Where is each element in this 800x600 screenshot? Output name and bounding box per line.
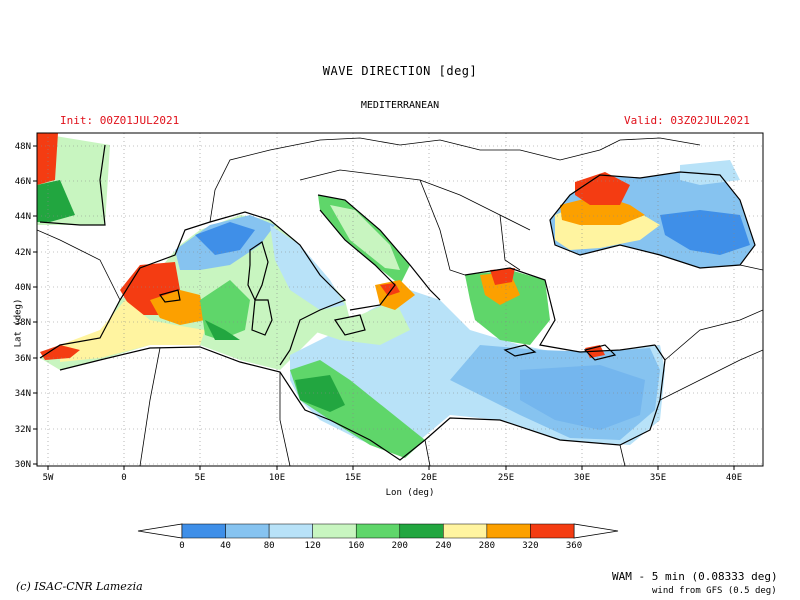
alboran-yellow [60,300,205,362]
colorbar-swatch [268,523,313,539]
lat-tick: 44N [15,212,31,222]
lon-tick: 0 [121,473,126,483]
colorbar-swatch [225,523,270,539]
ionian-light [310,300,410,345]
lat-tick: 30N [15,460,31,470]
levantine-tint [520,365,645,430]
colorbar-swatch [399,523,444,539]
lat-tick: 36N [15,354,31,364]
colorbar-swatch [530,523,575,539]
colorbar-label: 360 [566,541,582,551]
biscay-red [37,133,58,185]
map-title: WAVE DIRECTION [deg] [322,64,478,78]
init-time: Init: 00Z01JUL2021 [60,114,180,127]
black-sea-east-blue [660,210,750,255]
wind-source: wind from GFS (0.5 deg) [652,586,777,596]
y-axis-label: Lat (deg) [13,298,24,348]
region-label: MEDITERRANEAN [360,100,440,111]
aegean-red [490,268,515,285]
colorbar-label: 280 [479,541,495,551]
colorbar-swatch [355,523,401,539]
valid-time: Valid: 03Z02JUL2021 [624,114,750,127]
sardinia-dark-green [205,320,240,340]
borders [37,137,763,466]
lat-tick: 32N [15,425,31,435]
colorbar-swatch [181,523,226,539]
colorbar-label: 320 [522,541,538,551]
colorbar-right-arrow [573,523,619,539]
tunisia-dark-green [295,375,345,412]
lat-tick: 48N [15,142,31,152]
adriatic-light [330,205,400,270]
balearic-orange [150,290,205,325]
colorbar-label: 160 [348,541,364,551]
alboran-red [40,345,80,360]
colorbar-label: 80 [264,541,275,551]
model-info: WAM - 5 min (0.08333 deg) [612,570,778,583]
colorbar: 0 40 80 120 160 200 240 280 320 360 [137,523,619,551]
black-sea-orange [560,195,645,225]
lat-tick: 38N [15,318,31,328]
colorbar-swatch [443,523,488,539]
lon-tick: 35E [650,473,666,483]
lon-tick: 25E [498,473,514,483]
lat-tick: 46N [15,177,31,187]
lon-tick-labels: 5W 0 5E 10E 15E 20E 25E 30E 35E 40E [43,473,743,483]
map-frame [36,132,764,467]
lon-tick: 20E [421,473,437,483]
lon-tick: 5W [43,473,54,483]
azov-light [680,160,740,185]
ligurian-deep-blue [195,222,255,255]
lat-tick: 34N [15,389,31,399]
lon-tick: 10E [269,473,285,483]
tyrrhenian-light [270,225,345,310]
tick-marks [33,145,735,470]
lat-tick: 42N [15,248,31,258]
lon-tick: 15E [345,473,361,483]
colorbar-left-arrow [137,523,183,539]
x-axis-label: Lon (deg) [385,488,435,498]
coastlines [39,144,756,461]
colorbar-label: 0 [179,541,184,551]
credit-text: (c) ISAC-CNR Lamezia [16,580,143,593]
lon-tick: 30E [574,473,590,483]
levantine-blue [450,345,660,440]
colorbar-label: 200 [392,541,408,551]
black-sea-red [575,172,630,205]
colorbar-swatch [486,523,531,539]
lat-tick-labels: 48N 46N 44N 42N 40N 38N 36N 34N 32N 30N [15,142,31,470]
ionian-red [380,283,400,296]
colorbar-label: 240 [435,541,451,551]
lon-tick: 40E [726,473,742,483]
biscay-green [37,180,75,222]
lon-tick: 5E [195,473,206,483]
colorbar-label: 120 [305,541,321,551]
lat-tick: 40N [15,283,31,293]
colorbar-label: 40 [220,541,231,551]
colorbar-swatch [312,523,357,539]
